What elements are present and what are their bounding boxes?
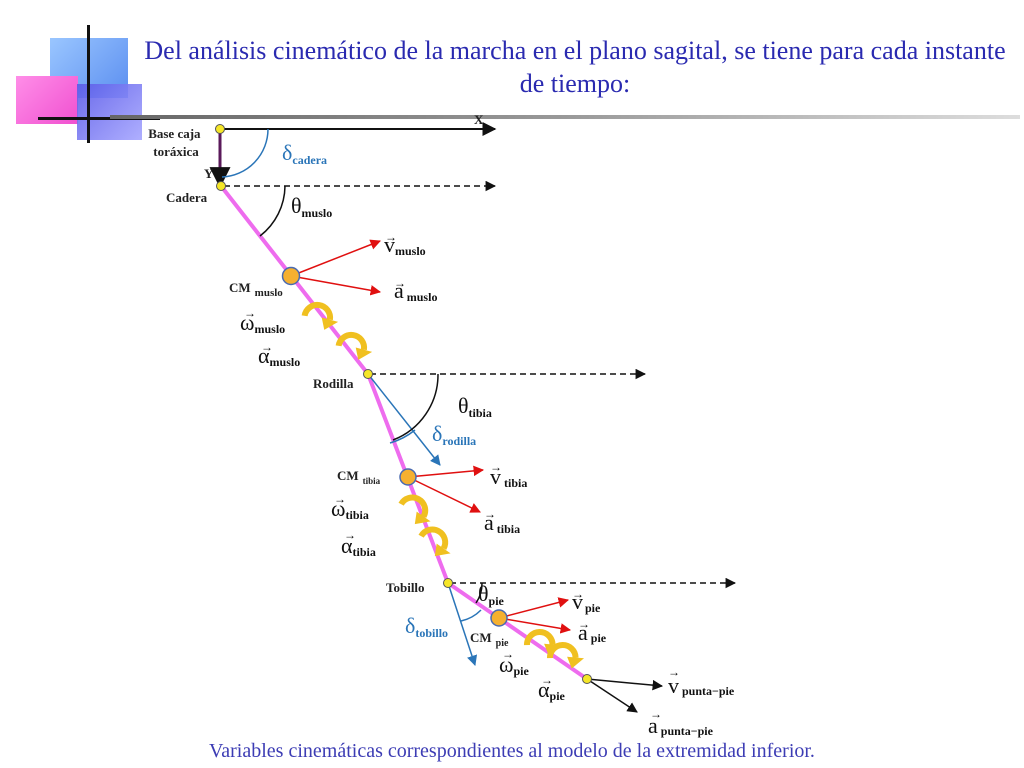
label-delta-rodilla: δrodilla — [432, 421, 476, 448]
slide-caption: Variables cinemáticas correspondientes a… — [209, 740, 815, 762]
alpha-pie-rotation-icon — [546, 642, 585, 669]
label-tobillo: Tobillo — [386, 580, 425, 595]
label-theta-pie: θpie — [478, 581, 505, 608]
deco-squares — [0, 0, 160, 150]
joint-base — [215, 124, 225, 134]
svg-text:→: → — [385, 230, 397, 244]
label-omega-pie: →ωpie — [499, 647, 529, 678]
label-delta-tobillo: δtobillo — [405, 613, 448, 640]
v-pie-arrow — [498, 597, 570, 619]
label-a-tibia: →a tibia — [484, 507, 520, 536]
vector-labels: →vmuslo →a muslo →ωmuslo →αmuslo →v tibia … — [240, 230, 735, 738]
theta-pie-arc — [475, 582, 483, 604]
v-punta-arrow — [586, 678, 664, 691]
label-omega-muslo: →ωmuslo — [240, 306, 285, 336]
label-base: Base caja toráxica — [148, 126, 204, 159]
cm-tibia-dot — [399, 468, 417, 486]
deco-pink-square — [16, 76, 78, 124]
label-v-punta: →v punta−pie — [668, 665, 735, 698]
label-delta-cadera: δcadera — [282, 140, 327, 167]
label-v-pie: →v pie — [572, 587, 601, 615]
theta-muslo-arc — [259, 185, 286, 237]
x-axis-label: X — [474, 112, 484, 127]
shank-extension-line — [447, 582, 478, 666]
label-theta-tibia: θtibia — [458, 393, 492, 420]
label-cm-tibia: CM tibia — [337, 468, 381, 486]
svg-text:→: → — [650, 707, 662, 721]
label-a-punta: →a punta−pie — [648, 707, 714, 738]
label-alpha-tibia: →αtibia — [341, 528, 376, 559]
slide-title: Del análisis cinemático de la marcha en … — [144, 36, 1006, 98]
svg-text:→: → — [334, 492, 346, 506]
svg-text:→: → — [668, 665, 680, 679]
y-axis-label: Y — [204, 166, 214, 181]
v-tibia-arrow — [407, 465, 485, 478]
label-v-muslo: →vmuslo — [384, 230, 426, 258]
omega-muslo-rotation-icon — [301, 301, 339, 330]
delta-tobillo-arc — [460, 609, 482, 622]
a-punta-arrow — [586, 678, 638, 713]
alpha-tibia-rotation-icon — [418, 526, 451, 557]
limb-segments — [219, 184, 589, 681]
svg-text:αmuslo: αmuslo — [258, 343, 300, 369]
deco-vertical-line — [87, 25, 90, 143]
theta-tibia-arc — [392, 373, 439, 441]
cm-muslo-dot — [281, 266, 301, 286]
label-cm-muslo: CM muslo — [229, 280, 283, 299]
omega-tibia-rotation-icon — [398, 494, 431, 525]
label-alpha-pie: →αpie — [538, 673, 566, 703]
svg-text:→: → — [344, 528, 356, 542]
joint-rodilla — [363, 369, 373, 379]
delta-cadera-arc — [221, 128, 269, 178]
thigh-extension-line — [367, 373, 441, 466]
svg-text:→: → — [578, 617, 590, 631]
deco-horizontal-line — [38, 117, 160, 120]
v-muslo-arrow — [290, 239, 381, 277]
svg-text:→: → — [541, 673, 553, 687]
title-rule — [110, 115, 1020, 119]
label-omega-tibia: →ωtibia — [331, 492, 369, 522]
a-muslo-arrow — [290, 275, 382, 296]
svg-text:ωtibia: ωtibia — [331, 496, 369, 522]
label-v-tibia: →v tibia — [490, 460, 527, 490]
label-rodilla: Rodilla — [313, 376, 354, 391]
svg-text:vmuslo: vmuslo — [384, 232, 426, 258]
svg-text:αtibia: αtibia — [341, 533, 376, 559]
alpha-muslo-rotation-icon — [335, 331, 373, 360]
joint-cadera — [216, 181, 226, 191]
label-a-pie: →a pie — [578, 617, 607, 645]
label-cadera: Cadera — [166, 190, 208, 205]
cm-pie-dot — [490, 609, 508, 627]
svg-text:→: → — [502, 647, 514, 661]
svg-text:→: → — [490, 460, 502, 474]
label-theta-muslo: θmuslo — [291, 193, 332, 220]
delta-rodilla-arc — [389, 429, 416, 444]
svg-text:→: → — [244, 306, 256, 320]
label-a-muslo: →a muslo — [394, 276, 437, 304]
svg-text:ωpie: ωpie — [499, 652, 529, 678]
a-tibia-arrow — [407, 476, 481, 513]
joint-tobillo — [443, 578, 453, 588]
svg-text:→: → — [572, 587, 584, 601]
svg-text:→: → — [261, 340, 273, 354]
joint-punta-pie — [582, 674, 592, 684]
svg-text:αpie: αpie — [538, 677, 566, 703]
label-cm-pie: CM pie — [470, 630, 509, 649]
svg-text:ωmuslo: ωmuslo — [240, 310, 285, 336]
a-pie-arrow — [498, 617, 572, 634]
svg-text:→: → — [484, 507, 496, 521]
label-alpha-muslo: →αmuslo — [258, 340, 300, 369]
svg-text:→: → — [394, 276, 406, 290]
